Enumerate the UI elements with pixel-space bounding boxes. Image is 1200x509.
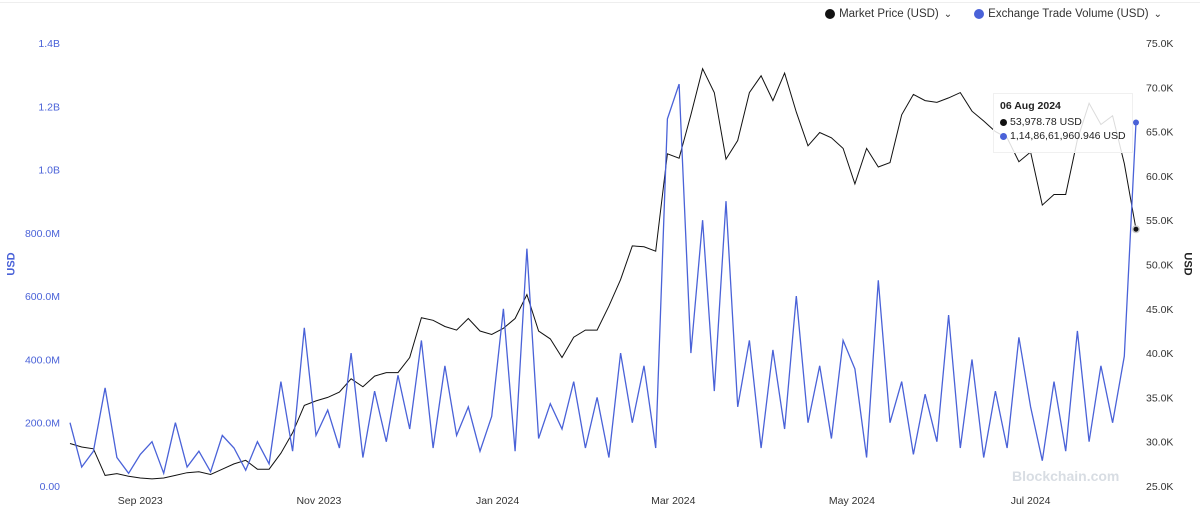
left-tick-label: 800.0M: [25, 228, 60, 240]
right-tick-label: 75.0K: [1146, 38, 1173, 50]
right-tick-label: 45.0K: [1146, 304, 1173, 316]
right-tick-label: 25.0K: [1146, 481, 1173, 493]
left-tick-label: 1.0B: [38, 165, 60, 177]
legend-item-market-price[interactable]: Market Price (USD) ⌄: [825, 8, 952, 20]
left-tick-label: 1.4B: [38, 38, 60, 50]
tooltip-date: 06 Aug 2024: [1000, 100, 1061, 112]
right-tick-label: 70.0K: [1146, 82, 1173, 94]
price-hover-point: [1133, 226, 1139, 232]
exchange-volume-line: [69, 83, 1137, 476]
tooltip-price: 53,978.78 USD: [1010, 116, 1082, 128]
exchange-volume-dot-icon: [974, 9, 985, 19]
volume-dot-icon: [1000, 132, 1007, 140]
tooltip-volume: 1,14,86,61,960.946 USD: [1010, 130, 1126, 142]
x-tick-label: May 2024: [829, 495, 875, 507]
legend-label: Exchange Trade Volume (USD): [988, 8, 1149, 20]
right-tick-label: 65.0K: [1146, 127, 1173, 139]
right-axis-label: USD: [1181, 252, 1194, 276]
price-dot-icon: [1000, 118, 1007, 126]
right-tick-label: 35.0K: [1146, 392, 1173, 404]
left-tick-label: 1.2B: [38, 101, 60, 113]
blockchain-watermark: Blockchain.com: [1012, 468, 1120, 484]
tooltip: 06 Aug 2024 53,978.78 USD 1,14,86,61,960…: [993, 93, 1133, 153]
volume-hover-point: [1133, 119, 1139, 126]
left-tick-label: 200.0M: [25, 418, 60, 430]
right-tick-label: 50.0K: [1146, 260, 1173, 272]
chevron-down-icon[interactable]: ⌄: [1153, 8, 1162, 20]
chevron-down-icon[interactable]: ⌄: [943, 8, 953, 20]
legend-item-exchange-volume[interactable]: Exchange Trade Volume (USD) ⌄: [974, 8, 1162, 20]
market-price-dot-icon: [825, 9, 836, 19]
x-tick-label: Sep 2023: [118, 495, 163, 507]
left-tick-label: 600.0M: [25, 291, 60, 303]
market-price-line: [69, 67, 1137, 480]
x-tick-label: Nov 2023: [296, 495, 341, 507]
right-tick-label: 40.0K: [1146, 348, 1173, 360]
left-tick-label: 400.0M: [25, 354, 60, 366]
x-tick-label: Jan 2024: [476, 495, 519, 507]
x-tick-label: Mar 2024: [651, 495, 696, 507]
right-tick-label: 55.0K: [1146, 215, 1173, 227]
legend-label: Market Price (USD): [839, 8, 939, 20]
left-tick-label: 0.00: [40, 481, 61, 493]
legend: Market Price (USD) ⌄ Exchange Trade Volu…: [825, 8, 1162, 20]
right-tick-label: 30.0K: [1146, 437, 1173, 449]
left-axis-label: USD: [5, 252, 18, 276]
right-tick-label: 60.0K: [1146, 171, 1173, 183]
x-tick-label: Jul 2024: [1011, 495, 1051, 507]
top-border: [0, 2, 1200, 3]
